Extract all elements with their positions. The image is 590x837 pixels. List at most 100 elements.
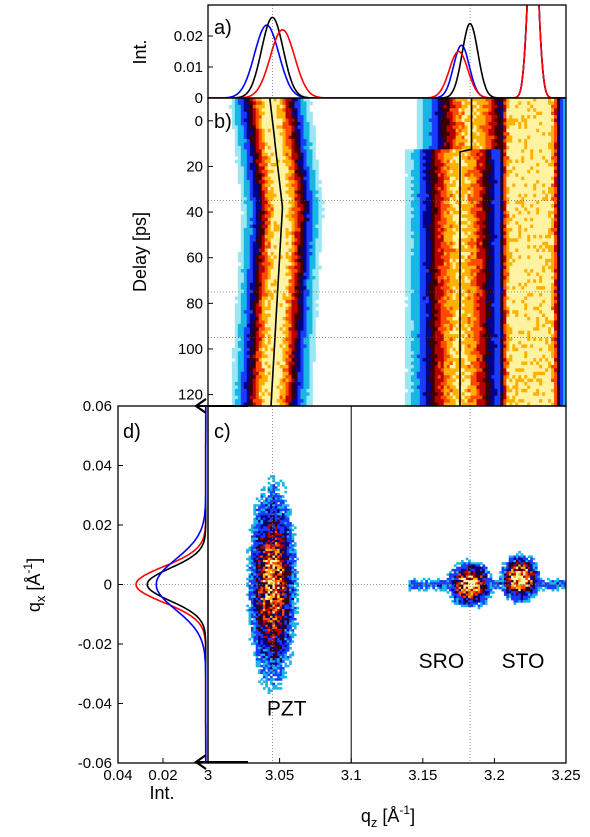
panel-b-cell-457 bbox=[557, 115, 561, 119]
panel-a-ytick-label-1: 0.01 bbox=[174, 59, 203, 76]
panel-b-cell-839 bbox=[545, 132, 549, 137]
panel-b-cell-2142 bbox=[291, 190, 295, 195]
panel-b-cell-2451 bbox=[243, 204, 248, 208]
panel-b-cell-1731 bbox=[267, 173, 272, 178]
panel-b-cell-2376 bbox=[264, 200, 269, 205]
panel-b-cell-4690 bbox=[479, 296, 483, 301]
panel-b-cell-1628 bbox=[530, 166, 534, 171]
panel-b-cell-1521 bbox=[452, 163, 457, 167]
panel-b-cell-931 bbox=[258, 139, 263, 143]
panel-b-cell-2122 bbox=[557, 186, 561, 191]
panel-b-cell-349 bbox=[464, 111, 468, 116]
panel-b-cell-3868 bbox=[446, 262, 451, 267]
panel-b-cell-4120 bbox=[470, 272, 474, 277]
panel-b-cell-4824 bbox=[309, 303, 313, 308]
panel-b-cell-4679 bbox=[446, 296, 451, 301]
panel-b-cell-4142 bbox=[536, 272, 540, 277]
panel-b-cell-480 bbox=[291, 118, 295, 123]
panel-b-cell-518 bbox=[509, 118, 513, 123]
panel-b-cell-3507 bbox=[249, 248, 254, 253]
panel-b-cell-3804 bbox=[494, 258, 498, 263]
panel-b-cell-104 bbox=[419, 101, 424, 106]
panel-b-cell-4206 bbox=[485, 275, 489, 280]
panel-b-cell-3411 bbox=[530, 241, 534, 246]
panel-b-cell-1026 bbox=[312, 142, 316, 147]
panel-b-cell-3891 bbox=[515, 262, 519, 267]
panel-b-cell-3129 bbox=[413, 231, 418, 236]
panel-b-cell-1584 bbox=[312, 166, 316, 171]
panel-b-cell-3301 bbox=[443, 238, 448, 243]
panel-b-cell-706 bbox=[276, 128, 280, 133]
panel-b-cell-4963 bbox=[240, 310, 245, 314]
panel-b-cell-2345 bbox=[497, 197, 501, 202]
panel-b-cell-1637 bbox=[557, 166, 561, 171]
panel-b-cell-955 bbox=[431, 139, 436, 143]
panel-b-cell-26 bbox=[416, 98, 421, 102]
panel-b-cell-1976 bbox=[276, 183, 280, 188]
panel-b-cell-1331 bbox=[282, 156, 286, 160]
panel-b-cell-4741 bbox=[303, 299, 307, 304]
panel-b-cell-4216 bbox=[515, 275, 519, 280]
panel-b-cell-4319 bbox=[252, 282, 257, 287]
panel-b-cell-4461 bbox=[521, 286, 525, 291]
panel-b-cell-3844 bbox=[288, 262, 292, 267]
panel-b-cell-2808 bbox=[422, 217, 427, 222]
panel-b-cell-2532 bbox=[243, 207, 248, 212]
panel-b-cell-1487 bbox=[264, 163, 269, 167]
panel-b-cell-414 bbox=[428, 115, 433, 119]
panel-b-cell-3686 bbox=[297, 255, 301, 260]
panel-b-cell-287 bbox=[509, 108, 513, 113]
panel-b-cell-267 bbox=[449, 108, 454, 113]
panel-b-cell-3520 bbox=[288, 248, 292, 253]
panel-b-cell-3086 bbox=[527, 228, 531, 232]
panel-b-cell-2347 bbox=[503, 197, 507, 202]
panel-b-cell-359 bbox=[494, 111, 498, 116]
panel-b-cell-733 bbox=[458, 128, 462, 133]
panel-b-cell-4901 bbox=[297, 306, 301, 311]
panel-b-cell-1422 bbox=[312, 159, 316, 164]
panel-b-cell-1501 bbox=[306, 163, 310, 167]
panel-b-cell-3568 bbox=[515, 248, 519, 253]
panel-b-cell-2088 bbox=[455, 186, 459, 191]
panel-b-cell-4641 bbox=[243, 296, 248, 301]
panel-b-cell-184 bbox=[428, 104, 433, 109]
panel-b-cell-4948 bbox=[527, 306, 531, 311]
panel-b-cell-117 bbox=[458, 101, 462, 106]
panel-b-cell-2640 bbox=[407, 210, 412, 215]
panel-b-cell-1529 bbox=[476, 163, 480, 167]
panel-b-cell-1226 bbox=[539, 149, 543, 154]
panel-b-cell-35 bbox=[443, 98, 448, 102]
panel-b-cell-1251 bbox=[282, 152, 286, 157]
panel-b-cell-735 bbox=[464, 128, 468, 133]
panel-b-cell-2017 bbox=[485, 183, 489, 188]
panel-b-cell-1752 bbox=[419, 173, 424, 178]
panel-b-cell-585 bbox=[479, 121, 483, 126]
panel-b-cell-4867 bbox=[527, 303, 531, 308]
panel-b-cell-1510 bbox=[419, 163, 424, 167]
panel-b-cell-1357 bbox=[449, 156, 454, 160]
panel-b-cell-13 bbox=[270, 98, 275, 102]
panel-b-cell-2929 bbox=[542, 221, 546, 226]
panel-b-cell-29 bbox=[425, 98, 430, 102]
panel-b-cell-3516 bbox=[276, 248, 280, 253]
panel-b-cell-1917 bbox=[425, 180, 430, 184]
panel-b-cell-4185 bbox=[422, 275, 427, 280]
panel-b-cell-111 bbox=[440, 101, 445, 106]
panel-b-cell-1229 bbox=[548, 149, 552, 154]
panel-b-cell-3755 bbox=[261, 258, 266, 263]
panel-b-cell-987 bbox=[527, 139, 531, 143]
panel-b-cell-1962 bbox=[560, 180, 564, 184]
panel-b-cell-3992 bbox=[243, 269, 248, 273]
panel-b-cell-2164 bbox=[440, 190, 445, 195]
panel-b-cell-516 bbox=[503, 118, 507, 123]
panel-b-cell-1195 bbox=[446, 149, 451, 154]
panel-b-cell-4604 bbox=[464, 293, 468, 297]
panel-b-cell-3987 bbox=[557, 265, 561, 270]
panel-b-cell-4031 bbox=[446, 269, 451, 273]
panel-b-cell-1652 bbox=[273, 169, 278, 174]
panel-b-cell-1006 bbox=[252, 142, 257, 147]
panel-b-cell-2516 bbox=[521, 204, 525, 208]
panel-b-cell-3318 bbox=[494, 238, 498, 243]
panel-b-cell-1358 bbox=[452, 156, 457, 160]
panel-b-cell-1317 bbox=[240, 156, 245, 160]
